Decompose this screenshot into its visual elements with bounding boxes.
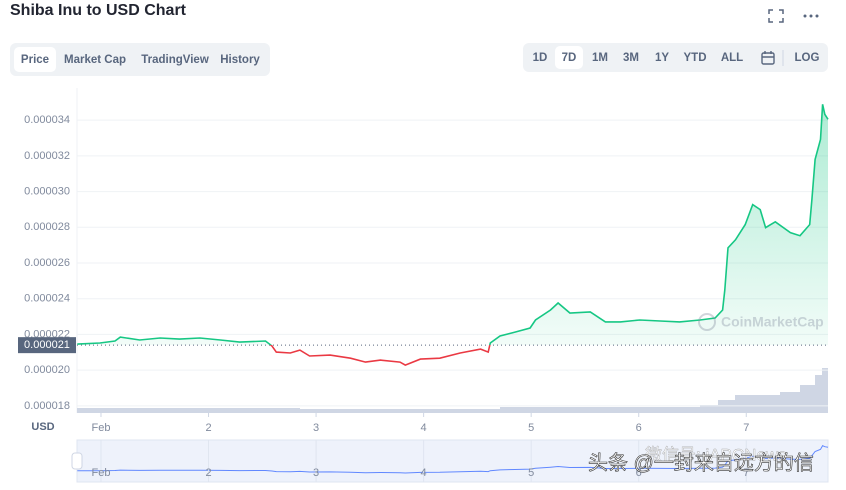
navigator-handle[interactable] xyxy=(71,452,83,470)
price-line xyxy=(77,104,829,366)
volume-area xyxy=(77,368,828,413)
x-tick-label: 6 xyxy=(636,422,642,434)
tab[interactable]: Market Cap xyxy=(64,54,126,66)
watermark-wechat: 微信号: iAPCNews xyxy=(645,445,787,464)
range-button[interactable]: 1D xyxy=(533,52,548,64)
navigator-tick-label: 3 xyxy=(313,467,319,479)
navigator-tick-label: 2 xyxy=(205,467,211,479)
range-group xyxy=(523,43,828,72)
range-button[interactable]: ALL xyxy=(721,52,743,64)
x-tick-label: 4 xyxy=(421,422,427,434)
y-tick-label: 0.000032 xyxy=(24,150,70,162)
tab[interactable]: Price xyxy=(21,54,49,66)
y-tick-label: 0.000030 xyxy=(24,185,70,197)
tab[interactable]: TradingView xyxy=(141,54,209,66)
range-button[interactable]: YTD xyxy=(684,52,707,64)
chart-title: Shiba Inu to USD Chart xyxy=(10,2,187,19)
navigator-tick-label: Feb xyxy=(91,467,110,479)
range-button[interactable]: 7D xyxy=(562,52,577,64)
x-tick-label: 2 xyxy=(205,422,211,434)
tab-group xyxy=(10,43,270,76)
y-tick-label: 0.000018 xyxy=(24,400,70,412)
x-tick-label: 7 xyxy=(743,422,749,434)
navigator-tick-label: 6 xyxy=(636,467,642,479)
watermark-text: CoinMarketCap xyxy=(721,314,824,330)
tab-selected xyxy=(14,47,56,72)
x-tick-label: 5 xyxy=(528,422,534,434)
y-tick-label: 0.000024 xyxy=(24,293,70,305)
baseline-label-box xyxy=(18,337,76,354)
y-axis-label: USD xyxy=(31,421,54,433)
navigator-tick-label: 7 xyxy=(743,467,749,479)
y-tick-label: 0.000026 xyxy=(24,257,70,269)
watermark: CoinMarketCap xyxy=(698,313,824,331)
x-tick-label: 3 xyxy=(313,422,319,434)
baseline-label: 0.000021 xyxy=(24,339,70,351)
price-area xyxy=(77,104,828,346)
range-button[interactable]: 1M xyxy=(592,52,608,64)
watermark-logo xyxy=(698,313,716,331)
navigator[interactable] xyxy=(76,439,829,483)
y-tick-label: 0.000034 xyxy=(24,114,70,126)
navigator-tick-label: 5 xyxy=(528,467,534,479)
x-tick-label: Feb xyxy=(91,422,110,434)
range-button[interactable]: 3M xyxy=(623,52,639,64)
range-selected xyxy=(555,46,583,69)
watermark-toutiao: 头条 @一封来自远方的信 xyxy=(588,451,814,474)
calendar-icon[interactable] xyxy=(761,51,775,65)
navigator-tick-label: 4 xyxy=(421,467,427,479)
range-button[interactable]: LOG xyxy=(795,52,820,64)
more-icon[interactable] xyxy=(803,14,819,18)
tab[interactable]: History xyxy=(220,54,260,66)
fullscreen-icon[interactable] xyxy=(768,9,784,23)
y-tick-label: 0.000020 xyxy=(24,364,70,376)
navigator-line xyxy=(77,445,829,474)
y-tick-label: 0.000028 xyxy=(24,221,70,233)
range-button[interactable]: 1Y xyxy=(655,52,669,64)
